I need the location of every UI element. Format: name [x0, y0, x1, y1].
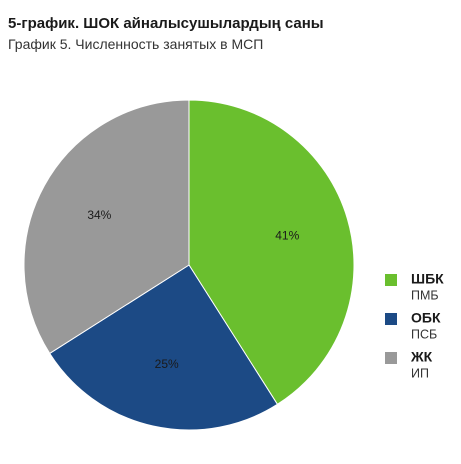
pie-slice: [23, 99, 190, 355]
legend-label: ШБК: [411, 271, 444, 287]
chart-title: 5-график. ШОК айналысушылардың саны: [8, 15, 324, 32]
legend-swatch: [385, 352, 397, 364]
slice-label: 25%: [155, 357, 179, 371]
legend-swatch: [385, 313, 397, 325]
pie-slice: [188, 99, 355, 406]
slice-label: 34%: [87, 208, 111, 222]
legend-sublabel: ПСБ: [411, 327, 437, 341]
pie-slice: [48, 264, 279, 431]
slice-label: 41%: [275, 229, 299, 243]
chart-subtitle: График 5. Численность занятых в МСП: [8, 36, 263, 52]
legend-swatch: [385, 274, 397, 286]
legend-sublabel: ПМБ: [411, 288, 439, 302]
legend-label: ОБК: [411, 310, 441, 326]
legend-label: ЖК: [410, 349, 433, 365]
legend-sublabel: ИП: [411, 366, 429, 380]
